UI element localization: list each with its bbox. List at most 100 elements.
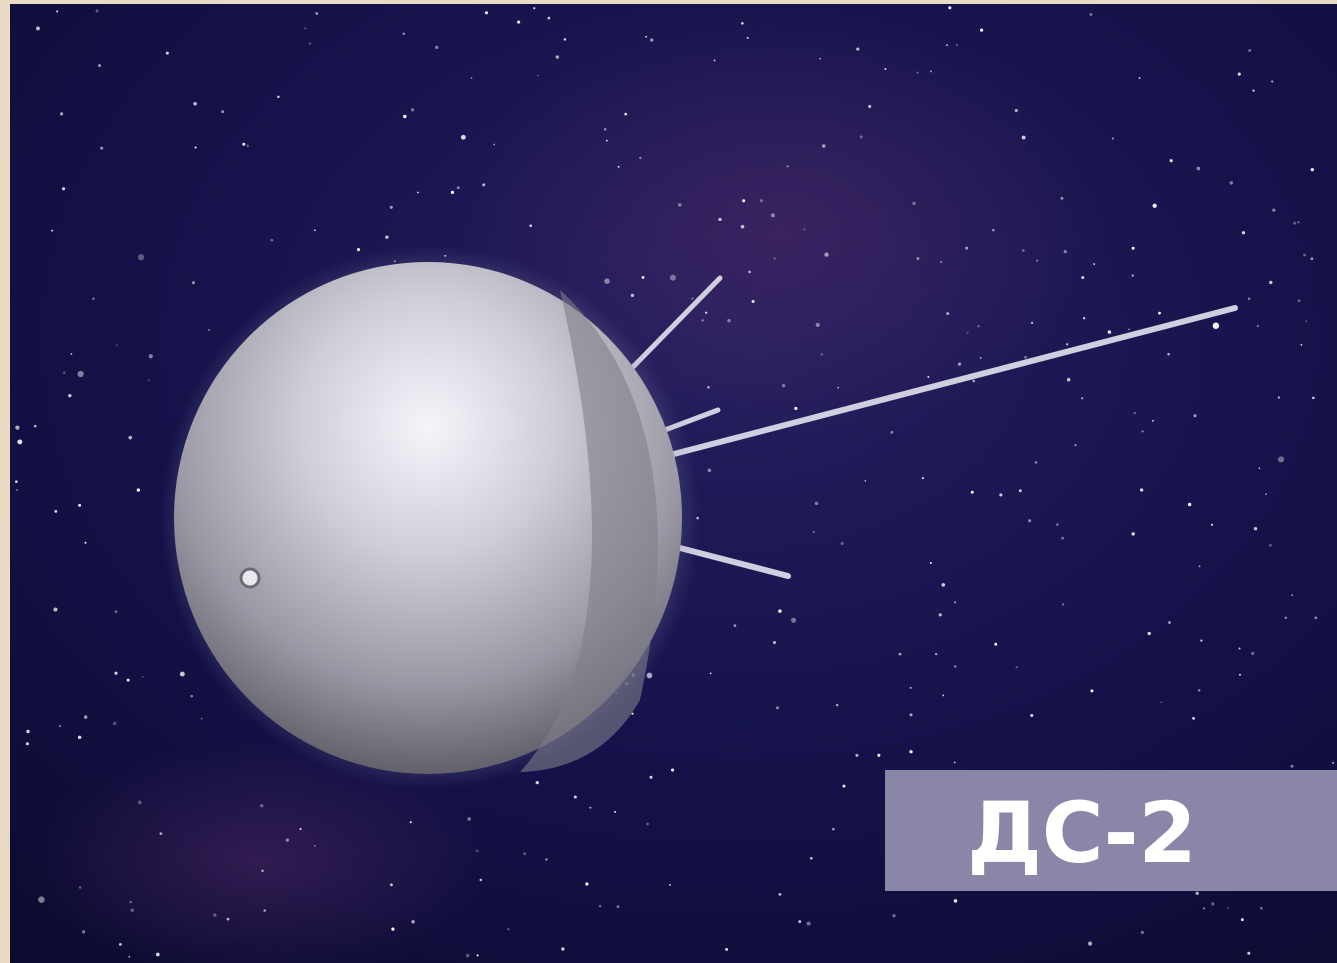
star — [740, 224, 745, 229]
star — [837, 386, 840, 389]
star — [523, 852, 527, 856]
star — [1140, 930, 1144, 934]
star — [213, 913, 217, 917]
star — [909, 713, 913, 717]
star — [77, 370, 84, 378]
star — [561, 947, 565, 951]
star — [1250, 651, 1255, 656]
star — [15, 488, 18, 491]
star — [126, 678, 130, 682]
star — [476, 954, 479, 957]
star — [781, 383, 786, 388]
star — [84, 541, 87, 544]
star — [58, 725, 62, 728]
star — [83, 715, 88, 719]
star — [1203, 907, 1205, 910]
star — [1107, 330, 1112, 334]
star — [1272, 208, 1276, 212]
star — [129, 900, 133, 904]
star — [1265, 493, 1267, 496]
star — [194, 146, 197, 149]
star — [389, 205, 393, 209]
star — [246, 144, 249, 147]
star — [1074, 444, 1077, 447]
star — [790, 617, 797, 623]
star — [972, 379, 976, 383]
star — [778, 609, 782, 613]
star — [261, 869, 264, 873]
star — [391, 927, 395, 931]
star — [467, 817, 471, 821]
star — [242, 142, 246, 146]
star — [614, 810, 617, 813]
star — [1271, 80, 1274, 83]
star — [465, 953, 470, 958]
star — [435, 45, 439, 50]
star — [954, 665, 957, 668]
star — [598, 904, 602, 908]
star — [630, 293, 635, 298]
star — [820, 353, 824, 356]
star — [1128, 328, 1130, 331]
star — [1089, 13, 1093, 17]
star — [965, 246, 969, 250]
star — [285, 838, 289, 842]
star — [54, 509, 58, 513]
star — [819, 57, 822, 60]
star — [798, 920, 802, 924]
star — [409, 821, 412, 824]
star — [617, 165, 620, 168]
star — [36, 26, 40, 31]
star — [955, 43, 959, 47]
star — [1211, 902, 1215, 906]
star — [484, 11, 488, 15]
star — [304, 27, 307, 30]
star — [1090, 689, 1094, 693]
star — [1028, 519, 1032, 523]
star — [759, 199, 764, 203]
star — [701, 319, 704, 322]
sphere-rim — [520, 290, 658, 772]
star — [476, 849, 479, 853]
star — [778, 892, 782, 896]
star — [470, 77, 473, 79]
star — [456, 186, 460, 190]
star — [114, 610, 118, 614]
star — [1310, 257, 1314, 261]
star — [705, 311, 708, 314]
star — [605, 139, 608, 142]
star — [840, 541, 844, 545]
star — [450, 190, 455, 194]
star — [1133, 411, 1136, 415]
star — [725, 947, 729, 951]
star — [70, 353, 73, 355]
star — [1198, 565, 1201, 568]
star — [832, 827, 835, 831]
star — [535, 780, 539, 785]
star — [940, 261, 943, 264]
star — [751, 300, 755, 303]
satellite-label: ДС-2 — [967, 784, 1197, 882]
star — [25, 742, 29, 746]
star — [193, 102, 197, 106]
star — [1083, 317, 1086, 320]
star — [159, 832, 163, 836]
star — [909, 686, 912, 689]
star — [1030, 321, 1034, 324]
star — [207, 328, 210, 331]
star — [573, 795, 577, 799]
star — [226, 917, 230, 921]
star — [78, 886, 82, 889]
star — [746, 36, 749, 39]
star — [1018, 489, 1022, 493]
star — [1227, 906, 1229, 909]
star — [81, 930, 86, 934]
star — [772, 640, 777, 645]
star — [1256, 324, 1260, 328]
star — [942, 694, 945, 697]
star — [645, 35, 647, 38]
star — [992, 228, 995, 232]
star — [953, 761, 956, 764]
star — [709, 672, 712, 675]
star — [148, 354, 153, 359]
